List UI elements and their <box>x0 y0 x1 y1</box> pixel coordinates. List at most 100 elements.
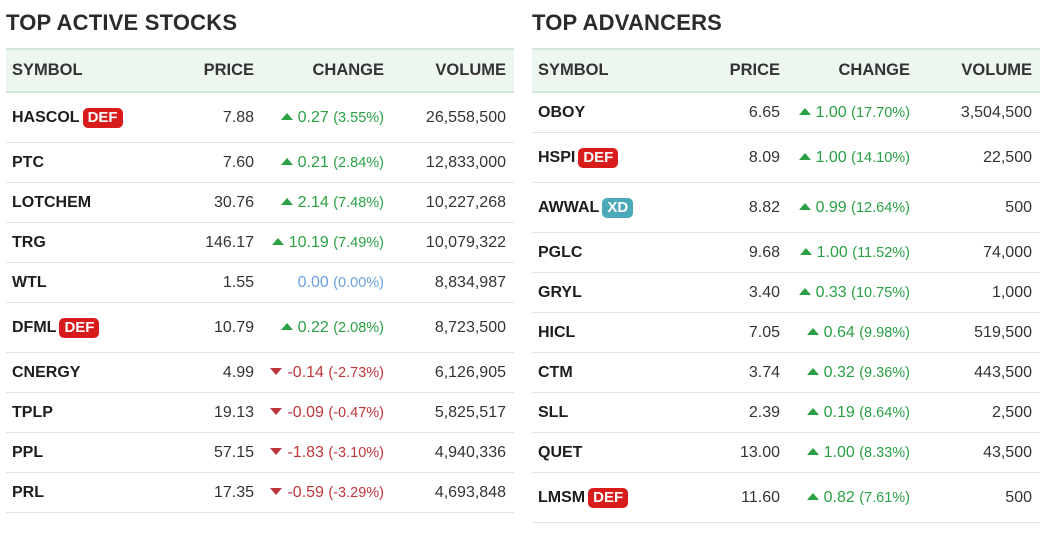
table-row[interactable]: QUET 13.00 1.00 (8.33%) 43,500 <box>532 433 1040 473</box>
change-cell: 1.00 (17.70%) <box>780 104 910 122</box>
table-row[interactable]: PPL 57.15 -1.83 (-3.10%) 4,940,336 <box>6 433 514 473</box>
change-cell: 0.27 (3.55%) <box>254 109 384 127</box>
volume-cell: 6,126,905 <box>434 363 506 381</box>
table-row[interactable]: PRL 17.35 -0.59 (-3.29%) 4,693,848 <box>6 473 514 513</box>
symbol-link[interactable]: WTL <box>12 273 47 291</box>
xd-badge: XD <box>602 197 634 218</box>
advancers-table-body: OBOY 6.65 1.00 (17.70%) 3,504,500 HSPI DEF 8.0… <box>532 93 1040 523</box>
symbol-cell: SLL <box>532 404 692 422</box>
up-triangle-icon <box>806 327 819 335</box>
price-cell: 57.15 <box>213 443 254 461</box>
price-cell: 3.40 <box>748 283 780 301</box>
change-value: 0.21 <box>297 153 329 171</box>
change-value: 0.99 <box>815 198 847 216</box>
table-row[interactable]: HASCOL DEF 7.88 0.27 (3.55%) 26,558,500 <box>6 93 514 143</box>
up-triangle-icon <box>799 247 812 255</box>
symbol-cell: PRL <box>6 484 166 502</box>
volume-cell: 8,723,500 <box>434 318 506 336</box>
volume-cell: 519,500 <box>974 323 1032 341</box>
change-value: -0.59 <box>287 483 324 501</box>
symbol-link[interactable]: CNERGY <box>12 363 81 381</box>
change-cell: 0.99 (12.64%) <box>780 199 910 217</box>
change-percent: (17.70%) <box>851 104 910 121</box>
symbol-link[interactable]: PTC <box>12 153 44 171</box>
table-row[interactable]: OBOY 6.65 1.00 (17.70%) 3,504,500 <box>532 93 1040 133</box>
change-cell: -0.59 (-3.29%) <box>254 484 384 502</box>
up-triangle-icon <box>271 237 284 245</box>
symbol-link[interactable]: OBOY <box>538 103 586 121</box>
change-cell: -1.83 (-3.10%) <box>254 444 384 462</box>
symbol-link[interactable]: SLL <box>538 403 569 421</box>
change-value: 0.22 <box>297 318 329 336</box>
table-row[interactable]: AWWAL XD 8.82 0.99 (12.64%) 500 <box>532 183 1040 233</box>
panel-title: TOP ACTIVE STOCKS <box>6 10 238 35</box>
header-change: CHANGE <box>838 61 910 79</box>
symbol-cell: HSPI DEF <box>532 147 692 168</box>
table-row[interactable]: TRG 146.17 10.19 (7.49%) 10,079,322 <box>6 223 514 263</box>
change-percent: (9.36%) <box>859 364 910 381</box>
symbol-cell: PPL <box>6 444 166 462</box>
change-cell: -0.09 (-0.47%) <box>254 404 384 422</box>
def-badge: DEF <box>82 107 123 128</box>
down-triangle-icon <box>270 447 283 455</box>
price-cell: 6.65 <box>748 103 780 121</box>
table-row[interactable]: LOTCHEM 30.76 2.14 (7.48%) 10,227,268 <box>6 183 514 223</box>
change-value: -0.09 <box>287 403 324 421</box>
symbol-link[interactable]: HASCOL <box>12 108 80 126</box>
volume-cell: 443,500 <box>974 363 1032 381</box>
symbol-link[interactable]: LMSM <box>538 488 586 506</box>
change-percent: (2.84%) <box>333 154 384 171</box>
change-cell: 0.82 (7.61%) <box>780 489 910 507</box>
table-row[interactable]: GRYL 3.40 0.33 (10.75%) 1,000 <box>532 273 1040 313</box>
change-value: 0.82 <box>823 488 855 506</box>
table-row[interactable]: SLL 2.39 0.19 (8.64%) 2,500 <box>532 393 1040 433</box>
up-triangle-icon <box>280 197 293 205</box>
symbol-link[interactable]: HICL <box>538 323 576 341</box>
table-row[interactable]: CTM 3.74 0.32 (9.36%) 443,500 <box>532 353 1040 393</box>
symbol-link[interactable]: QUET <box>538 443 583 461</box>
change-percent: (-3.10%) <box>328 444 384 461</box>
table-row[interactable]: PGLC 9.68 1.00 (11.52%) 74,000 <box>532 233 1040 273</box>
change-value: 0.33 <box>815 283 847 301</box>
table-row[interactable]: PTC 7.60 0.21 (2.84%) 12,833,000 <box>6 143 514 183</box>
volume-cell: 12,833,000 <box>425 153 506 171</box>
volume-cell: 500 <box>1005 488 1032 506</box>
change-cell: 0.00 (0.00%) <box>254 274 384 292</box>
header-symbol: SYMBOL <box>538 61 609 79</box>
symbol-link[interactable]: PPL <box>12 443 44 461</box>
symbol-link[interactable]: DFML <box>12 318 57 336</box>
price-cell: 10.79 <box>213 318 254 336</box>
change-cell: 10.19 (7.49%) <box>254 234 384 252</box>
change-cell: 2.14 (7.48%) <box>254 194 384 212</box>
table-row[interactable]: HSPI DEF 8.09 1.00 (14.10%) 22,500 <box>532 133 1040 183</box>
change-percent: (12.64%) <box>851 199 910 216</box>
table-row[interactable]: LMSM DEF 11.60 0.82 (7.61%) 500 <box>532 473 1040 523</box>
price-cell: 11.60 <box>741 488 780 506</box>
table-row[interactable]: WTL 1.55 0.00 (0.00%) 8,834,987 <box>6 263 514 303</box>
change-percent: (3.55%) <box>333 109 384 126</box>
up-triangle-icon <box>806 447 819 455</box>
symbol-link[interactable]: AWWAL <box>538 198 600 216</box>
symbol-link[interactable]: PRL <box>12 483 44 501</box>
symbol-cell: CNERGY <box>6 364 166 382</box>
table-row[interactable]: CNERGY 4.99 -0.14 (-2.73%) 6,126,905 <box>6 353 514 393</box>
symbol-cell: AWWAL XD <box>532 197 692 218</box>
symbol-link[interactable]: HSPI <box>538 148 576 166</box>
symbol-link[interactable]: TPLP <box>12 403 53 421</box>
change-percent: (-0.47%) <box>328 404 384 421</box>
symbol-link[interactable]: GRYL <box>538 283 582 301</box>
table-row[interactable]: TPLP 19.13 -0.09 (-0.47%) 5,825,517 <box>6 393 514 433</box>
symbol-cell: PGLC <box>532 244 692 262</box>
table-row[interactable]: DFML DEF 10.79 0.22 (2.08%) 8,723,500 <box>6 303 514 353</box>
symbol-cell: CTM <box>532 364 692 382</box>
price-cell: 4.99 <box>222 363 254 381</box>
symbol-cell: TRG <box>6 234 166 252</box>
symbol-link[interactable]: CTM <box>538 363 573 381</box>
symbol-cell: HASCOL DEF <box>6 107 166 128</box>
symbol-link[interactable]: LOTCHEM <box>12 193 92 211</box>
volume-cell: 4,693,848 <box>434 483 506 501</box>
table-row[interactable]: HICL 7.05 0.64 (9.98%) 519,500 <box>532 313 1040 353</box>
symbol-link[interactable]: TRG <box>12 233 46 251</box>
symbol-cell: HICL <box>532 324 692 342</box>
symbol-link[interactable]: PGLC <box>538 243 583 261</box>
